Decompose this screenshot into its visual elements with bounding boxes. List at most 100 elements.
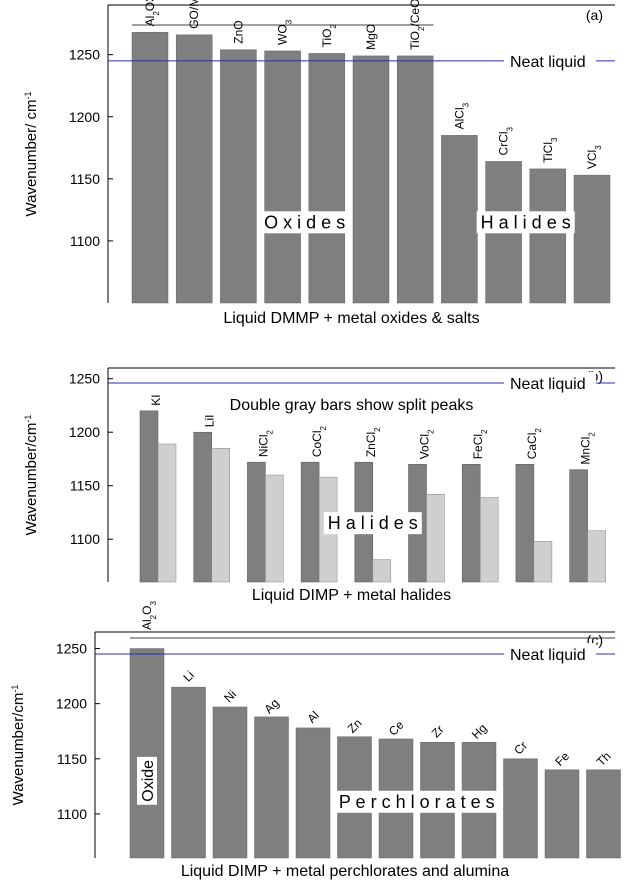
bar-primary — [139, 410, 159, 583]
category-label: Fe — [552, 749, 572, 769]
y-tick-label: 1150 — [70, 478, 100, 494]
category-label: KI — [149, 394, 163, 405]
y-axis-label: Wavenumber/cm-1 — [23, 415, 40, 536]
category-label: Zr — [429, 722, 447, 740]
y-tick-label: 1100 — [70, 233, 100, 249]
group-label: P e r c h l o r a t e s — [339, 792, 495, 812]
y-tick-label: 1200 — [56, 696, 87, 712]
category-label: ZnO — [231, 20, 245, 43]
x-axis-label: Liquid DMMP + metal oxides & salts — [223, 310, 479, 327]
y-axis-label: Wavenumber/cm-1 — [10, 685, 27, 806]
y-tick-label: 1100 — [57, 806, 87, 822]
panel-a: 1100 1150 1200 1250 Wavenumber/ cm-1 (a) Al2O3… — [23, 0, 615, 327]
y-tick-label: 1100 — [70, 531, 100, 547]
bar — [175, 34, 213, 304]
neat-liquid-label: Neat liquid — [510, 376, 586, 393]
bar — [503, 758, 538, 859]
category-label: FeCl2 — [471, 429, 489, 459]
category-label: MgO — [364, 24, 378, 50]
group-label-bg — [260, 211, 350, 234]
group-label: O x i d e s — [264, 212, 345, 232]
category-label: CoCl2 — [310, 425, 328, 457]
neat-liquid-label-bg — [504, 643, 596, 664]
category-label: Hg — [469, 721, 490, 742]
bar — [586, 769, 621, 859]
category-label: ZnCl2 — [364, 427, 382, 457]
category-label: TiO2 — [320, 24, 338, 48]
bar-split — [211, 448, 230, 583]
y-axis-label: Wavenumber/ cm-1 — [23, 92, 40, 217]
neat-liquid-label: Neat liquid — [510, 54, 586, 71]
bar — [220, 49, 257, 304]
category-label: Al2O3 — [140, 601, 158, 630]
category-label: TiO2/CeO2 — [408, 0, 426, 50]
category-label: VoCl2 — [418, 429, 436, 459]
bar-split — [533, 541, 553, 583]
bar — [212, 706, 248, 859]
y-tick-label: 1150 — [57, 751, 87, 767]
y-tick-label: 1250 — [69, 47, 100, 63]
category-label: Th — [594, 749, 614, 769]
group-label-bg — [323, 512, 422, 535]
bar-split — [265, 474, 284, 583]
oxide-label-bg — [137, 756, 157, 805]
bar-split — [426, 494, 445, 583]
bar — [171, 686, 206, 859]
group-label: H a l i d e s — [481, 212, 571, 232]
bar — [544, 769, 580, 859]
bar-primary — [193, 431, 212, 583]
category-label: MnCl2 — [579, 432, 597, 465]
bar-primary — [247, 461, 266, 583]
group-label: H a l i d e s — [328, 513, 418, 533]
bar — [441, 135, 478, 304]
category-label: CaCl2 — [525, 428, 543, 460]
category-label: Al — [304, 708, 321, 725]
y-tick-label: 1150 — [70, 171, 100, 187]
category-label: WO3 — [276, 19, 294, 45]
y-tick-label: 1200 — [69, 109, 100, 125]
bar-primary — [515, 464, 535, 583]
category-label: VCl3 — [585, 145, 603, 169]
x-axis-label: Liquid DIMP + metal halides — [252, 587, 451, 604]
category-label: NiCl2 — [256, 429, 274, 457]
category-label: TiCl3 — [541, 137, 559, 163]
bar-split — [372, 559, 392, 583]
group-label-bg — [334, 790, 499, 813]
category-label: GO/MoO2 — [187, 0, 205, 29]
oxide-label: Oxide — [140, 760, 157, 802]
bar-primary — [569, 469, 588, 583]
category-label: AlCl3 — [452, 102, 470, 129]
bar — [396, 55, 434, 304]
bar — [264, 50, 301, 304]
bar — [529, 168, 567, 304]
bar — [573, 174, 611, 304]
panel-c: 1100115012001250Wavenumber/cm-1(c)Al2O3L… — [10, 601, 621, 880]
category-label: Ce — [386, 718, 407, 739]
category-label: Ni — [221, 687, 239, 705]
category-label: Ag — [262, 696, 282, 716]
neat-liquid-label-bg — [504, 49, 596, 70]
neat-liquid-label: Neat liquid — [510, 647, 586, 664]
bar — [254, 716, 289, 859]
group-label-bg — [476, 211, 575, 234]
panel-tag: (a) — [586, 7, 603, 23]
x-axis-label: Liquid DIMP + metal perchlorates and alu… — [181, 863, 509, 880]
panel-b: 1100115012001250Wavenumber/cm-1(b)KILiIN… — [23, 367, 615, 604]
category-label: LiI — [203, 415, 217, 428]
split-peaks-note: Double gray bars show split peaks — [230, 397, 474, 414]
bar-primary — [461, 464, 481, 583]
bar-split — [479, 497, 499, 583]
category-label: Li — [180, 668, 197, 685]
neat-liquid-label-bg — [504, 371, 596, 392]
bar-split — [587, 530, 606, 583]
y-tick-label: 1250 — [56, 641, 87, 657]
category-label: CrCl3 — [497, 126, 514, 155]
y-tick-label: 1200 — [69, 424, 100, 440]
bar — [131, 32, 169, 304]
category-label: Cr — [511, 739, 530, 758]
bar — [308, 53, 346, 304]
bar — [352, 55, 390, 304]
y-tick-label: 1250 — [69, 371, 100, 387]
category-label: Al2O3 — [143, 0, 161, 26]
